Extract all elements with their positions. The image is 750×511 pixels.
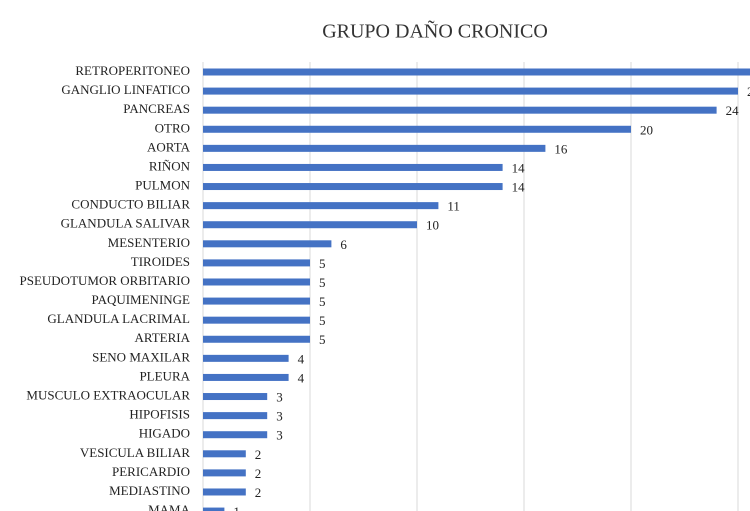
bar (203, 259, 310, 267)
category-label: PANCREAS (123, 101, 190, 116)
bar (203, 125, 631, 133)
bar (203, 106, 717, 114)
bar (203, 221, 417, 229)
value-label: 5 (319, 275, 326, 290)
bar (203, 412, 268, 420)
category-label: PLEURA (139, 368, 190, 383)
category-label: AORTA (147, 139, 191, 154)
value-label: 24 (726, 103, 740, 118)
value-label: 11 (447, 199, 460, 214)
value-label: 1 (233, 504, 240, 511)
category-label: RETROPERITONEO (75, 63, 190, 78)
bar (203, 450, 246, 458)
bar (203, 335, 310, 343)
value-label: 2 (255, 466, 261, 481)
value-label: 10 (426, 218, 439, 233)
category-label: VESICULA BILIAR (80, 445, 190, 460)
bar (203, 469, 246, 477)
bar (203, 316, 310, 324)
bar (203, 431, 268, 439)
category-label: PAQUIMENINGE (92, 292, 191, 307)
bar (203, 278, 310, 286)
value-label: 5 (319, 294, 326, 309)
category-label: GLANDULA LACRIMAL (47, 311, 190, 326)
category-label: MESENTERIO (108, 235, 190, 250)
category-label: PULMON (135, 178, 191, 193)
category-label: HIGADO (139, 426, 190, 441)
category-label: TIROIDES (131, 254, 190, 269)
bar (203, 183, 503, 191)
bar (203, 393, 268, 401)
bar (203, 240, 332, 248)
bar (203, 297, 310, 305)
value-label: 3 (276, 390, 283, 405)
bar (203, 507, 225, 511)
value-label: 3 (276, 428, 283, 443)
bar (203, 202, 439, 210)
bar (203, 163, 503, 171)
value-label: 6 (340, 237, 347, 252)
category-label: SENO MAXILAR (92, 349, 190, 364)
category-label: RIÑON (149, 158, 191, 173)
chart-title: GRUPO DAÑO CRONICO (322, 19, 548, 43)
bar (203, 354, 289, 362)
category-label: PSEUDOTUMOR ORBITARIO (20, 273, 191, 288)
category-label: MEDIASTINO (109, 483, 190, 498)
category-label: OTRO (155, 120, 190, 135)
value-label: 4 (298, 370, 305, 385)
bar (203, 144, 546, 152)
value-label: 20 (640, 122, 653, 137)
value-label: 5 (319, 332, 326, 347)
value-label: 2 (255, 447, 261, 462)
category-label: MAMA (148, 502, 191, 511)
bar (203, 87, 738, 95)
value-label: 5 (319, 256, 326, 271)
value-label: 2 (255, 485, 261, 500)
value-label: 5 (319, 313, 326, 328)
value-label: 14 (512, 160, 525, 175)
category-label: ARTERIA (134, 330, 190, 345)
category-label: HIPOFISIS (129, 407, 190, 422)
category-label: GANGLIO LINFATICO (61, 82, 190, 97)
value-label: 3 (276, 409, 283, 424)
value-label: 4 (298, 351, 305, 366)
value-label: 16 (554, 141, 568, 156)
bar (203, 488, 246, 496)
category-label: CONDUCTO BILIAR (71, 197, 190, 212)
value-label: 25 (747, 84, 750, 99)
category-label: MUSCULO EXTRAOCULAR (26, 388, 190, 403)
value-label: 14 (512, 180, 525, 195)
bar (203, 68, 750, 76)
category-label: GLANDULA SALIVAR (61, 216, 191, 231)
bar (203, 373, 289, 381)
category-label: PERICARDIO (112, 464, 190, 479)
